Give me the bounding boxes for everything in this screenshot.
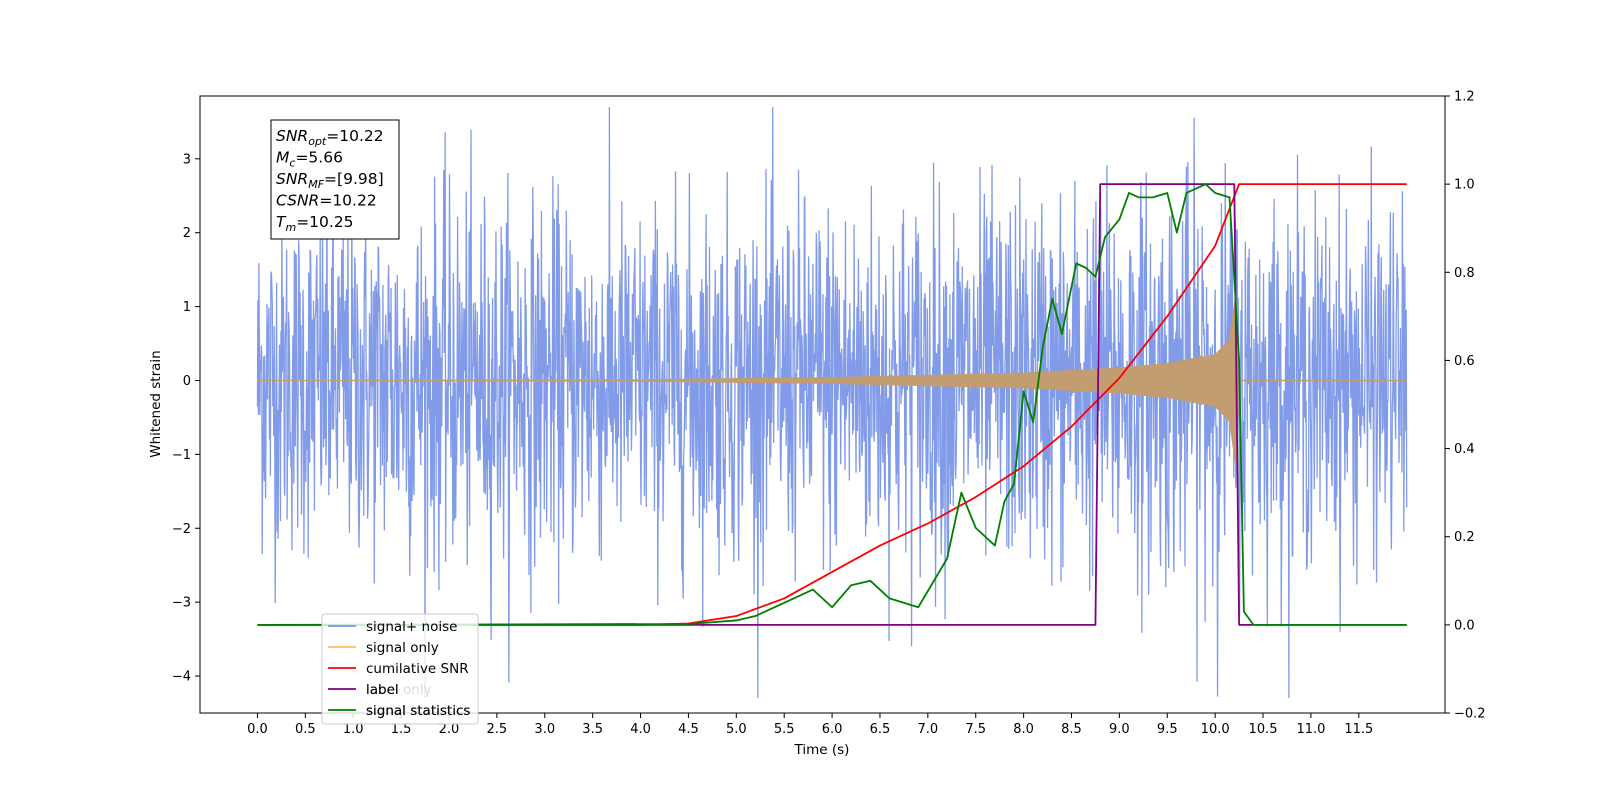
x-tick-label: 3.5 — [582, 722, 603, 737]
x-tick-label: 8.5 — [1061, 722, 1082, 737]
x-tick-label: 4.0 — [630, 722, 651, 737]
x-tick-label: 1.0 — [343, 722, 364, 737]
legend-label: signal only — [366, 640, 439, 656]
annotation-line: CSNR=10.22 — [276, 192, 377, 210]
y-axis-label: Whitened strain — [148, 350, 164, 457]
plot-frame — [199, 95, 1446, 714]
x-tick-label: 10.0 — [1201, 722, 1230, 737]
x-axis-label: Time (s) — [794, 742, 850, 758]
y-tick-label: 2 — [183, 226, 191, 241]
annotation-line: SNRMF=[9.98] — [276, 170, 384, 191]
series-signal-statistics — [257, 183, 1407, 626]
x-tick-label: 4.5 — [678, 722, 699, 737]
legend-label: signal statistics — [366, 703, 470, 719]
x-tick-label: 11.0 — [1296, 722, 1325, 737]
legend-ghost-label: label only — [366, 682, 432, 698]
y2-tick-label: 0.8 — [1454, 266, 1475, 281]
x-tick-label: 7.0 — [918, 722, 939, 737]
annotation-line: Tm=10.25 — [276, 213, 354, 234]
x-tick-label: 8.0 — [1013, 722, 1034, 737]
y-tick-label: 0 — [183, 374, 191, 389]
x-tick-label: 7.5 — [965, 722, 986, 737]
y-tick-label: −3 — [172, 596, 191, 611]
legend-label: cumilative SNR — [366, 661, 469, 677]
legend-label-front: label — [366, 682, 399, 698]
legend-label: signal+ noise — [366, 619, 457, 635]
y2-tick-label: −0.2 — [1454, 707, 1486, 722]
series-cumilative-snr — [257, 183, 1407, 626]
y-tick-label: −1 — [172, 448, 191, 463]
x-tick-label: 3.0 — [534, 722, 555, 737]
y-axis-left: 3 2 1 0 −1 −2 −3 −4 — [172, 152, 200, 685]
y-tick-label: −2 — [172, 522, 191, 537]
legend: signal+ noise signal only cumilative SNR la… — [321, 613, 479, 725]
legend-label: label — [366, 682, 399, 698]
legend-ghost-label: signal statistics — [366, 703, 470, 719]
annotation-line: SNRopt=10.22 — [276, 127, 384, 148]
y2-tick-label: 1.2 — [1454, 90, 1475, 105]
annotation-line: Mc=5.66 — [276, 149, 343, 170]
x-tick-label: 6.5 — [870, 722, 891, 737]
y2-tick-label: 0.2 — [1454, 530, 1475, 545]
x-tick-label: 2.0 — [439, 722, 460, 737]
x-tick-label: 9.0 — [1109, 722, 1130, 737]
series-signal-plus-noise — [256, 107, 1408, 699]
annotation-box: SNRopt=10.22Mc=5.66SNRMF=[9.98]CSNR=10.2… — [270, 119, 400, 240]
x-tick-label: 1.5 — [391, 722, 412, 737]
plot-content — [256, 107, 1408, 699]
legend-label-front: signal statistics — [366, 703, 470, 719]
legend-frame — [321, 613, 479, 725]
x-axis: 0.0 0.5 1.0 1.5 2.0 2.5 3.0 3.5 4.0 4.5 5.0 5.5 6.0 6… — [247, 713, 1373, 737]
y-axis-right: 1.2 1.0 0.8 0.6 0.4 0.2 0.0 −0.2 — [1445, 90, 1486, 722]
x-tick-label: 5.5 — [774, 722, 795, 737]
y2-tick-label: 1.0 — [1454, 178, 1475, 193]
x-tick-label: 0.5 — [295, 722, 316, 737]
x-tick-label: 0.0 — [247, 722, 268, 737]
y2-tick-label: 0.6 — [1454, 354, 1475, 369]
x-tick-label: 6.0 — [822, 722, 843, 737]
x-tick-label: 10.5 — [1249, 722, 1278, 737]
y-tick-label: 1 — [183, 300, 191, 315]
x-tick-label: 2.5 — [487, 722, 508, 737]
y-tick-label: −4 — [172, 670, 191, 685]
x-tick-label: 9.5 — [1157, 722, 1178, 737]
x-tick-label: 5.0 — [726, 722, 747, 737]
x-tick-label: 11.5 — [1344, 722, 1373, 737]
y2-tick-label: 0.0 — [1454, 618, 1475, 633]
y2-tick-label: 0.4 — [1454, 442, 1475, 457]
annotation-frame — [270, 119, 400, 240]
y-tick-label: 3 — [183, 152, 191, 167]
